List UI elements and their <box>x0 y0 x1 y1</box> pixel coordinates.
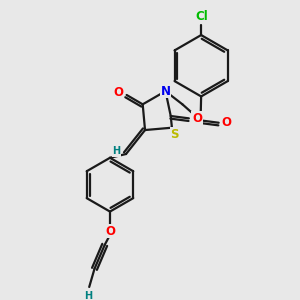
Text: H: H <box>84 291 92 300</box>
Text: O: O <box>192 112 202 125</box>
Text: O: O <box>113 86 123 99</box>
Text: S: S <box>171 128 179 141</box>
Text: N: N <box>160 85 170 98</box>
Text: O: O <box>222 116 232 129</box>
Text: H: H <box>112 146 121 156</box>
Text: Cl: Cl <box>195 11 208 23</box>
Text: O: O <box>105 225 115 238</box>
